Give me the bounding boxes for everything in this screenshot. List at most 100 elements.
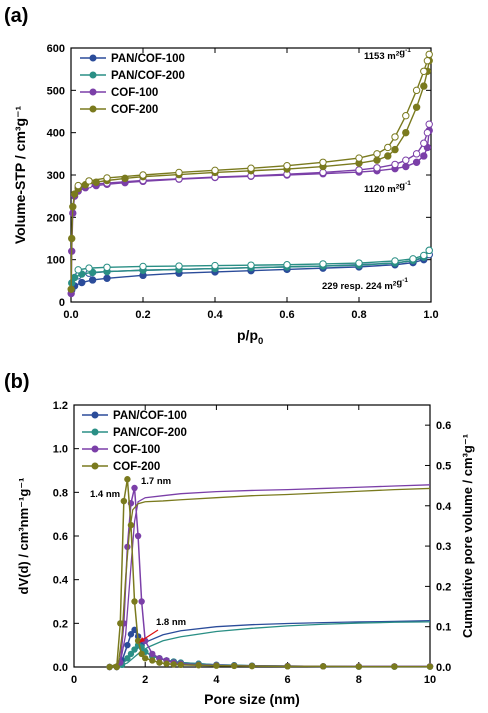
- desorption-point: [103, 174, 111, 182]
- adsorption-point: [412, 103, 421, 111]
- adsorption-point: [70, 190, 79, 198]
- desorption-point: [391, 133, 399, 141]
- desorption-point: [85, 264, 93, 272]
- desorption-point: [420, 251, 428, 260]
- x-tick-label-b: 4: [213, 674, 220, 686]
- desorption-point: [402, 112, 410, 120]
- x-tick-label-b: 10: [424, 674, 436, 686]
- x-tick-label-a: 0.6: [279, 309, 294, 321]
- adsorption-point: [402, 128, 410, 137]
- distribution-point: [320, 663, 327, 670]
- distribution-point: [163, 660, 170, 667]
- cumulative-line: [109, 621, 431, 668]
- series-a-3: [67, 50, 433, 293]
- distribution-point: [124, 655, 131, 662]
- distribution-point: [138, 650, 145, 658]
- desorption-point: [211, 166, 219, 175]
- distribution-point: [213, 662, 220, 669]
- y-tick-label-a: 0: [59, 297, 65, 309]
- adsorption-point: [420, 82, 428, 90]
- y-axis-label-b: dV(d) / cm³nm⁻¹g⁻¹: [16, 478, 31, 595]
- legend-label: COF-100: [111, 87, 158, 99]
- legend-label: PAN/COF-200: [111, 70, 185, 82]
- desorption-point: [425, 120, 433, 128]
- distribution-point: [355, 663, 362, 670]
- distribution-point: [177, 661, 184, 669]
- desorption-point: [247, 261, 255, 269]
- legend-label: COF-200: [111, 104, 158, 116]
- y-tick-label-b: 0.0: [53, 662, 68, 674]
- panel-label-a: (a): [4, 5, 28, 27]
- distribution-point: [138, 598, 145, 605]
- desorption-point: [391, 160, 399, 169]
- distribution-point: [391, 663, 398, 670]
- distribution-point: [149, 650, 156, 658]
- desorption-point: [355, 259, 363, 267]
- adsorption-point: [402, 162, 410, 171]
- distribution-point: [284, 663, 291, 670]
- adsorption-point: [412, 158, 421, 167]
- panel-b: (b)0 2 4 6 8 100.00.20.40.60.81.01.20.00.10.2…: [4, 371, 475, 707]
- arrow-1-8nm: [140, 629, 159, 642]
- y-tick-label-a: 500: [47, 85, 65, 97]
- desorption-point: [283, 161, 291, 170]
- panel-a: (a) 0.0 0.2 0.4 0.6 0.8 1.0 0 100 200 300 400 500 600…: [4, 5, 439, 347]
- distribution-point: [134, 532, 142, 540]
- y2-tick-label-b: 0.1: [436, 622, 451, 634]
- legend-b: PAN/COF-100 PAN/COF-200 COF-100 COF-200: [82, 410, 187, 473]
- desorption-point: [283, 261, 291, 269]
- series-b-2: [106, 484, 434, 671]
- y-tick-label-a: 600: [47, 43, 65, 55]
- adsorption-point: [373, 156, 381, 164]
- distribution-point: [131, 646, 138, 653]
- legend-marker: [91, 462, 99, 470]
- x-tick-label-a: 0.0: [63, 309, 78, 321]
- x-tick-label-a: 0.8: [351, 309, 366, 321]
- distribution-point: [149, 657, 156, 664]
- x-axis-label-b: Pore size (nm): [204, 691, 300, 707]
- series-b-0: [106, 619, 434, 671]
- adsorption-point: [69, 203, 77, 211]
- legend-marker: [89, 54, 97, 62]
- distribution-point: [248, 662, 256, 670]
- legend-marker: [91, 428, 99, 436]
- distribution-point: [131, 598, 138, 605]
- adsorption-point: [67, 285, 75, 293]
- y-tick-label-b: 0.2: [53, 618, 68, 630]
- desorption-point: [412, 150, 421, 158]
- y2-tick-label-b: 0.2: [436, 581, 451, 593]
- y-tick-label-b: 1.0: [53, 444, 68, 456]
- legend-a: PAN/COF-100 PAN/COF-200 COF-100 COF-200: [80, 53, 185, 116]
- y-tick-label-a: 200: [47, 212, 65, 224]
- desorption-point: [103, 263, 111, 271]
- distribution-point: [124, 543, 131, 551]
- x-tick-label-b: 0: [71, 674, 77, 686]
- desorption-point: [423, 128, 432, 137]
- adsorption-line: [71, 254, 430, 291]
- desorption-point: [355, 154, 363, 162]
- distribution-point: [142, 655, 149, 662]
- distribution-line: [109, 487, 430, 668]
- desorption-point: [319, 260, 327, 268]
- desorption-point: [355, 166, 363, 174]
- desorption-point: [319, 158, 327, 167]
- desorption-point: [409, 255, 417, 263]
- annotation-1-7nm: 1.7 nm: [141, 476, 171, 487]
- distribution-point: [170, 661, 177, 668]
- adsorption-point: [391, 145, 399, 154]
- desorption-point: [85, 177, 93, 185]
- desorption-point: [391, 257, 399, 265]
- desorption-point: [373, 164, 381, 172]
- annotation-1120: 1120 m2g-1: [364, 180, 411, 195]
- desorption-point: [384, 143, 392, 152]
- legend-label: COF-200: [113, 461, 160, 473]
- annotation-1-8nm: 1.8 nm: [156, 617, 186, 628]
- y2-tick-label-b: 0.0: [436, 662, 451, 674]
- desorption-point: [139, 262, 147, 271]
- desorption-point: [420, 67, 428, 75]
- legend-marker: [89, 88, 97, 96]
- y2-tick-label-b: 0.3: [436, 541, 451, 553]
- x-tick-label-b: 2: [142, 674, 148, 686]
- y-tick-label-b: 1.2: [53, 400, 68, 412]
